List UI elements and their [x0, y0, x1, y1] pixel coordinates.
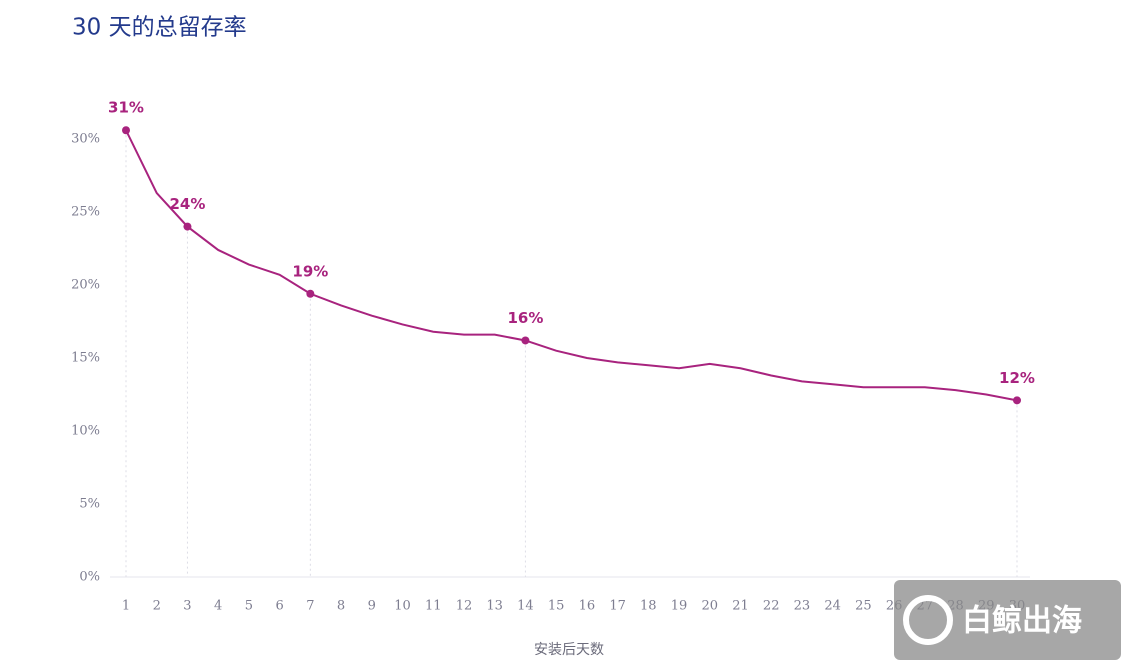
x-tick-label: 19 — [671, 599, 688, 614]
line — [125, 129, 1018, 402]
x-tick-label: 10 — [394, 599, 411, 614]
x-tick-label: 12 — [456, 599, 473, 614]
x-tick-label: 21 — [732, 599, 749, 614]
x-tick-label: 25 — [855, 599, 872, 614]
x-tick-label: 8 — [337, 599, 345, 614]
point — [521, 336, 530, 345]
x-tick-label: 18 — [640, 599, 657, 614]
y-tick-label: 10% — [71, 424, 100, 439]
data-label: 31% — [108, 99, 144, 117]
x-tick-label: 16 — [579, 599, 596, 614]
data-label: 12% — [999, 369, 1035, 387]
point — [183, 222, 192, 231]
point — [306, 289, 315, 298]
x-tick-label: 15 — [548, 599, 565, 614]
x-tick-label: 5 — [245, 599, 253, 614]
y-tick-label: 25% — [71, 205, 100, 220]
x-tick-label: 13 — [486, 599, 503, 614]
x-tick-label: 23 — [794, 599, 811, 614]
x-tick-label: 3 — [183, 599, 191, 614]
data-label: 16% — [507, 309, 543, 327]
x-tick-label: 24 — [824, 599, 841, 614]
point — [122, 126, 130, 135]
y-tick-label: 15% — [71, 351, 100, 366]
x-tick-label: 14 — [517, 599, 534, 614]
y-tick-label: 20% — [71, 278, 100, 293]
x-axis-label: 安装后天数 — [534, 642, 604, 658]
x-tick-label: 11 — [425, 599, 442, 614]
y-tick-label: 30% — [71, 132, 100, 147]
x-tick-label: 17 — [609, 599, 626, 614]
watermark-text: 白鲸出海 — [962, 604, 1082, 639]
point — [1013, 396, 1021, 405]
x-tick-label: 7 — [306, 599, 314, 614]
watermark-box — [894, 580, 1121, 660]
watermark: 白鲸出海 — [894, 580, 1121, 660]
x-tick-label: 2 — [153, 599, 161, 614]
y-tick-label: 0% — [79, 570, 100, 585]
x-tick-label: 6 — [275, 599, 283, 614]
x-tick-label: 22 — [763, 599, 780, 614]
watermark-logo — [903, 595, 953, 645]
data-label: 24% — [169, 195, 205, 213]
data-label: 19% — [292, 262, 328, 280]
chart-title: 30 天的总留存率 — [72, 15, 247, 41]
x-tick-label: 20 — [701, 599, 718, 614]
x-tick-label: 4 — [214, 599, 222, 614]
x-tick-label: 9 — [368, 599, 376, 614]
x-tick-label: 1 — [122, 599, 130, 614]
y-tick-label: 5% — [79, 497, 100, 512]
